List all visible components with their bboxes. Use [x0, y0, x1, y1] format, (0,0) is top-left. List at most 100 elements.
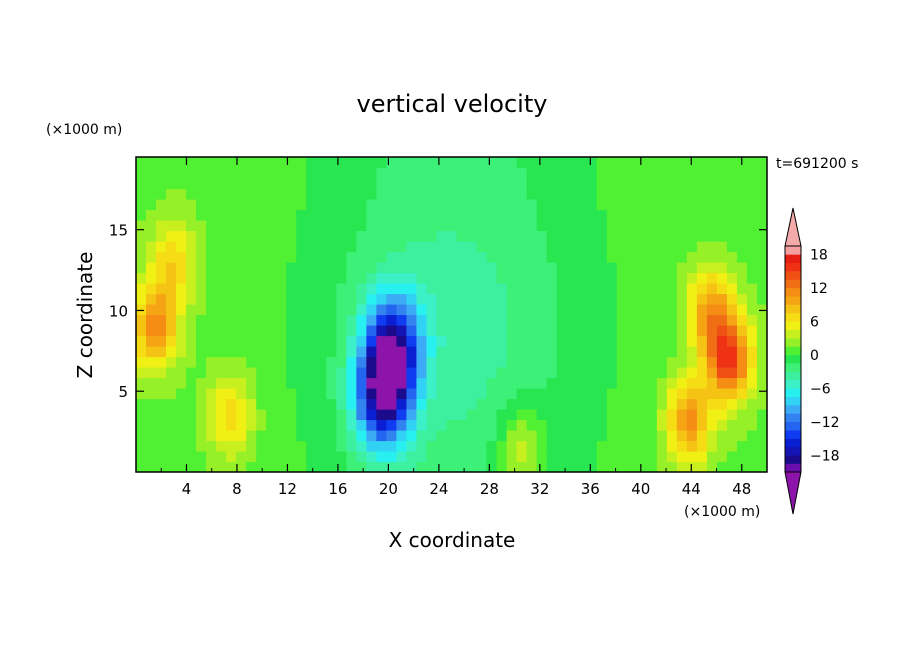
field-cell	[516, 188, 528, 200]
field-cell	[426, 251, 438, 263]
field-cell	[436, 157, 448, 169]
field-cell	[336, 293, 347, 305]
field-cell	[746, 283, 758, 295]
field-cell	[446, 272, 458, 284]
field-cell	[356, 356, 367, 368]
field-cell	[276, 283, 287, 295]
field-cell	[166, 157, 177, 169]
field-cell	[646, 199, 658, 211]
colorbar-segment	[785, 405, 801, 414]
field-cell	[276, 346, 287, 358]
field-cell	[286, 304, 297, 316]
field-cell	[166, 346, 177, 358]
field-cell	[646, 293, 658, 305]
field-cell	[396, 283, 408, 295]
field-cell	[556, 304, 568, 316]
field-cell	[186, 346, 197, 358]
field-cell	[646, 241, 658, 253]
field-cell	[686, 199, 698, 211]
field-cell	[756, 335, 767, 347]
field-cell	[716, 377, 728, 389]
field-cell	[166, 272, 177, 284]
field-cell	[176, 209, 187, 221]
field-cell	[466, 241, 478, 253]
field-cell	[406, 272, 418, 284]
field-cell	[326, 409, 337, 421]
field-cell	[456, 419, 468, 431]
field-cell	[186, 430, 197, 442]
field-cell	[476, 419, 488, 431]
field-cell	[746, 325, 758, 337]
field-cell	[376, 220, 387, 232]
field-cell	[416, 262, 428, 274]
field-cell	[296, 451, 307, 463]
field-cell	[236, 335, 247, 347]
field-cell	[606, 209, 618, 221]
field-cell	[516, 293, 528, 305]
field-cell	[506, 293, 518, 305]
field-cell	[526, 335, 538, 347]
field-cell	[566, 209, 578, 221]
field-cell	[366, 430, 377, 442]
field-cell	[536, 346, 548, 358]
field-cell	[676, 335, 688, 347]
field-cell	[636, 293, 648, 305]
field-cell	[436, 304, 448, 316]
field-cell	[336, 314, 347, 326]
field-cell	[436, 283, 448, 295]
field-cell	[136, 209, 147, 221]
field-cell	[206, 314, 217, 326]
field-cell	[176, 283, 187, 295]
field-cell	[726, 335, 738, 347]
field-cell	[716, 241, 728, 253]
field-cell	[446, 157, 458, 169]
plot-area	[135, 156, 768, 473]
field-cell	[526, 262, 538, 274]
field-cell	[226, 398, 237, 410]
field-cell	[736, 178, 748, 190]
field-cell	[586, 230, 598, 242]
field-cell	[206, 262, 217, 274]
field-cell	[466, 157, 478, 169]
field-cell	[326, 440, 337, 452]
field-cell	[426, 356, 438, 368]
chart-title: vertical velocity	[357, 90, 548, 118]
field-cell	[336, 440, 347, 452]
field-cell	[736, 272, 748, 284]
field-cell	[166, 451, 177, 463]
field-cell	[276, 230, 287, 242]
field-cell	[376, 356, 387, 368]
field-cell	[736, 430, 748, 442]
field-cell	[206, 409, 217, 421]
field-cell	[636, 241, 648, 253]
field-cell	[446, 356, 458, 368]
field-cell	[426, 283, 438, 295]
field-cell	[136, 325, 147, 337]
field-cell	[196, 220, 207, 232]
field-cell	[156, 167, 167, 179]
field-cell	[316, 335, 327, 347]
field-cell	[176, 409, 187, 421]
field-cell	[536, 377, 548, 389]
field-cell	[336, 199, 347, 211]
colorbar-segment	[785, 438, 801, 448]
field-cell	[736, 304, 748, 316]
field-cell	[726, 304, 738, 316]
field-cell	[326, 325, 337, 337]
field-cell	[756, 377, 767, 389]
field-cell	[736, 388, 748, 400]
field-cell	[396, 346, 408, 358]
field-cell	[416, 346, 428, 358]
field-cell	[216, 367, 227, 379]
field-cell	[736, 230, 748, 242]
field-cell	[426, 157, 438, 169]
field-cell	[436, 251, 448, 263]
field-cell	[306, 314, 317, 326]
field-cell	[566, 293, 578, 305]
field-cell	[446, 388, 458, 400]
field-cell	[686, 377, 698, 389]
field-cell	[246, 388, 257, 400]
field-cell	[436, 461, 448, 472]
field-cell	[506, 262, 518, 274]
field-cell	[386, 199, 398, 211]
